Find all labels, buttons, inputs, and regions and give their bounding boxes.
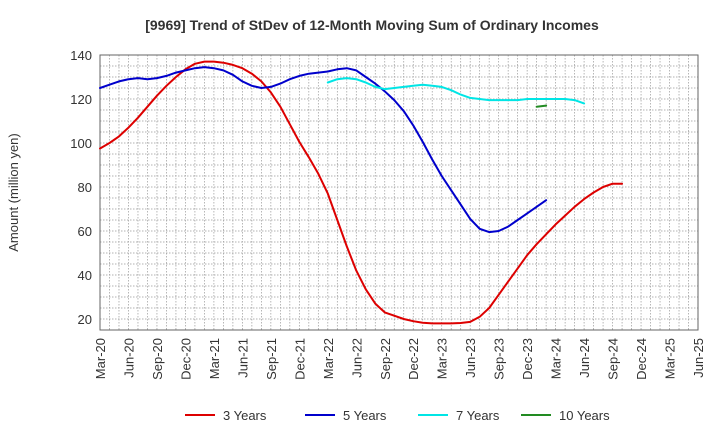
legend-label: 10 Years <box>559 408 610 423</box>
x-tick-label: Sep-23 <box>492 338 507 380</box>
series-line-7-years <box>326 77 586 105</box>
series-line-3-years <box>99 60 624 325</box>
y-tick-label: 120 <box>70 92 92 107</box>
x-tick-label: Sep-21 <box>264 338 279 380</box>
legend-label: 7 Years <box>456 408 500 423</box>
x-tick-label: Jun-24 <box>577 338 592 378</box>
y-tick-label: 20 <box>78 312 92 327</box>
x-tick-label: Jun-23 <box>463 338 478 378</box>
x-tick-label: Jun-25 <box>691 338 706 378</box>
y-tick-label: 100 <box>70 136 92 151</box>
x-tick-label: Sep-20 <box>150 338 165 380</box>
series-line-5-years <box>99 66 548 234</box>
y-axis-label: Amount (million yen) <box>6 133 21 252</box>
legend-label: 3 Years <box>223 408 267 423</box>
x-tick-label: Dec-24 <box>634 338 649 380</box>
x-tick-label: Dec-23 <box>520 338 535 380</box>
x-tick-label: Jun-21 <box>235 338 250 378</box>
x-tick-label: Dec-22 <box>406 338 421 380</box>
axes: 20 40 60 80 100 120 140 Mar-20 Jun-20 Sep-20 Dec-2… <box>70 48 706 380</box>
x-tick-label: Mar-23 <box>435 338 450 379</box>
x-tick-label: Sep-24 <box>606 338 621 380</box>
x-tick-label: Jun-22 <box>349 338 364 378</box>
x-tick-label: Mar-20 <box>93 338 108 379</box>
x-tick-label: Dec-21 <box>292 338 307 380</box>
legend-label: 5 Years <box>343 408 387 423</box>
x-tick-label: Sep-22 <box>378 338 393 380</box>
x-tick-label: Jun-20 <box>121 338 136 378</box>
x-tick-label: Mar-25 <box>663 338 678 379</box>
x-tick-label: Mar-22 <box>321 338 336 379</box>
x-tick-label: Mar-24 <box>549 338 564 379</box>
y-tick-label: 60 <box>78 224 92 239</box>
series-line-10-years <box>535 104 548 108</box>
x-tick-label: Mar-21 <box>207 338 222 379</box>
series-lines <box>99 60 624 325</box>
x-tick-label: Dec-20 <box>178 338 193 380</box>
legend: 3 Years 5 Years 7 Years 10 Years <box>185 408 610 423</box>
plot-frame <box>99 54 699 331</box>
chart-title: [9969] Trend of StDev of 12-Month Moving… <box>145 17 599 33</box>
grid-lines <box>99 54 699 330</box>
y-tick-label: 80 <box>78 180 92 195</box>
y-tick-label: 40 <box>78 268 92 283</box>
y-tick-label: 140 <box>70 48 92 63</box>
